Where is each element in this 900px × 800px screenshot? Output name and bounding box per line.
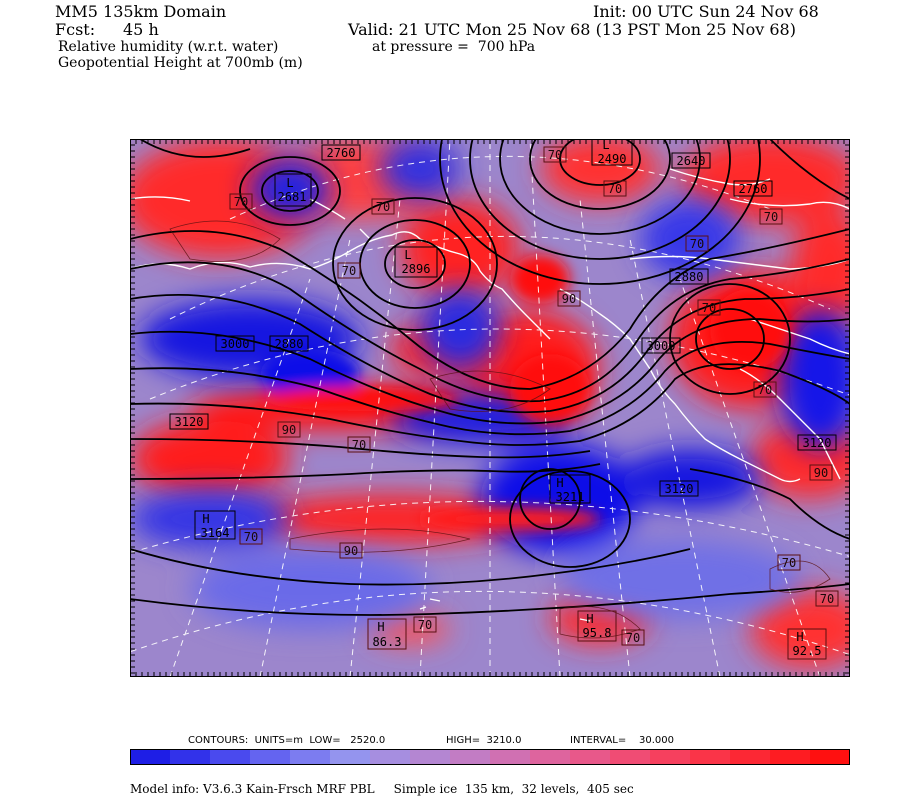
colorbar-high-label: HIGH= 3210.0 — [446, 735, 522, 746]
colorbar-swatch — [530, 749, 571, 765]
colorbar-swatch — [650, 749, 691, 765]
low-center-2490-value: 2490 — [598, 152, 627, 166]
field-relative-humidity: Relative humidity (w.r.t. water) — [58, 39, 279, 55]
colorbar-swatch — [450, 749, 491, 765]
high-center-3211-value: 3211 — [556, 490, 585, 504]
high-center-92: H92.5 — [787, 628, 827, 660]
colorbar-swatch — [490, 749, 531, 765]
colorbar-swatch — [410, 749, 451, 765]
colorbar-swatch — [730, 749, 771, 765]
rh-label: 70 — [342, 264, 356, 278]
height-label: 3120 — [803, 436, 832, 450]
rh-label: 70 — [758, 383, 772, 397]
low-center-2490-type: L — [602, 139, 609, 152]
height-label: 3120 — [665, 482, 694, 496]
rh-label: 70 — [234, 195, 248, 209]
model-info: Model info: V3.6.3 Kain-Frsch MRF PBL Si… — [130, 782, 634, 796]
rh-label: 70 — [376, 200, 390, 214]
colorbar-swatch — [330, 749, 371, 765]
field-geopotential-height: Geopotential Height at 700mb (m) — [58, 55, 303, 71]
high-center-86: H86.3 — [367, 618, 407, 650]
high-center-86-value: 86.3 — [373, 635, 402, 649]
forecast-hours: 45 h — [123, 20, 159, 39]
rh-label: 70 — [764, 210, 778, 224]
high-center-92-value: 92.5 — [793, 644, 822, 658]
height-label: 3000 — [221, 337, 250, 351]
rh-label: 70 — [690, 237, 704, 251]
forecast-label: Fcst: — [55, 20, 96, 39]
rh-label: 70 — [418, 618, 432, 632]
colorbar-swatch — [610, 749, 651, 765]
low-center-2681-type: L — [286, 176, 293, 190]
height-labels: 2760 2640 2760 2880 3000 2880 3000 3120 … — [169, 144, 837, 497]
colorbar-swatch — [690, 749, 731, 765]
rh-label: 70 — [782, 556, 796, 570]
low-center-2681-value: 2681 — [278, 190, 307, 204]
rh-label: 90 — [344, 544, 358, 558]
rh-label: 70 — [352, 438, 366, 452]
rh-label: 70 — [244, 530, 258, 544]
colorbar-border — [130, 749, 850, 765]
low-center-2896-type: L — [404, 248, 411, 262]
rh-label: 70 — [548, 148, 562, 162]
height-label: 3120 — [175, 415, 204, 429]
rh-label: 90 — [814, 466, 828, 480]
high-center-95-type: H — [586, 612, 593, 626]
rh-label: 90 — [282, 423, 296, 437]
rh-label: 70 — [626, 631, 640, 645]
colorbar-swatch — [770, 749, 811, 765]
init-time: Init: 00 UTC Sun 24 Nov 68 — [593, 2, 819, 21]
colorbar-swatch — [810, 749, 850, 765]
high-center-3211-type: H — [556, 476, 563, 490]
valid-time: Valid: 21 UTC Mon 25 Nov 68 (13 PST Mon … — [348, 20, 796, 39]
rh-contours — [169, 220, 831, 639]
height-contours — [130, 139, 850, 616]
height-label: 2880 — [675, 270, 704, 284]
color-legend — [130, 749, 850, 765]
height-label: 2880 — [275, 337, 304, 351]
high-center-92-type: H — [796, 630, 803, 644]
colorbar-swatch — [210, 749, 251, 765]
high-center-3164-type: H — [202, 512, 209, 526]
field-pressure-level: at pressure = 700 hPa — [372, 39, 536, 55]
rh-label: 70 — [820, 592, 834, 606]
colorbar-swatch — [170, 749, 211, 765]
colorbar-swatch — [130, 749, 171, 765]
high-center-95: H95.8 — [577, 610, 617, 642]
high-center-3164-value: 3164 — [201, 526, 230, 540]
high-center-95-value: 95.8 — [583, 626, 612, 640]
height-label: 3000 — [647, 339, 676, 353]
height-label: 2760 — [327, 146, 356, 160]
height-label: 2640 — [677, 154, 706, 168]
domain-title: MM5 135km Domain — [55, 2, 227, 21]
rh-label: 90 — [562, 292, 576, 306]
colorbar-swatch — [290, 749, 331, 765]
low-center-2896-value: 2896 — [402, 262, 431, 276]
colorbar-swatch — [250, 749, 291, 765]
rh-label: 70 — [702, 301, 716, 315]
colorbar-swatch — [370, 749, 411, 765]
rh-label: 70 — [608, 182, 622, 196]
rh-labels: 70 70 70 70 70 70 70 70 70 70 90 90 90 9… — [229, 146, 839, 646]
colorbar-contours-label: CONTOURS: UNITS=m LOW= 2520.0 — [188, 735, 386, 746]
colorbar-interval-label: INTERVAL= 30.000 — [570, 735, 674, 746]
latlon-grid — [130, 139, 850, 677]
high-center-86-type: H — [377, 620, 384, 634]
colorbar-swatch — [570, 749, 611, 765]
map-tick-marks — [130, 139, 850, 677]
height-label: 2760 — [739, 182, 768, 196]
